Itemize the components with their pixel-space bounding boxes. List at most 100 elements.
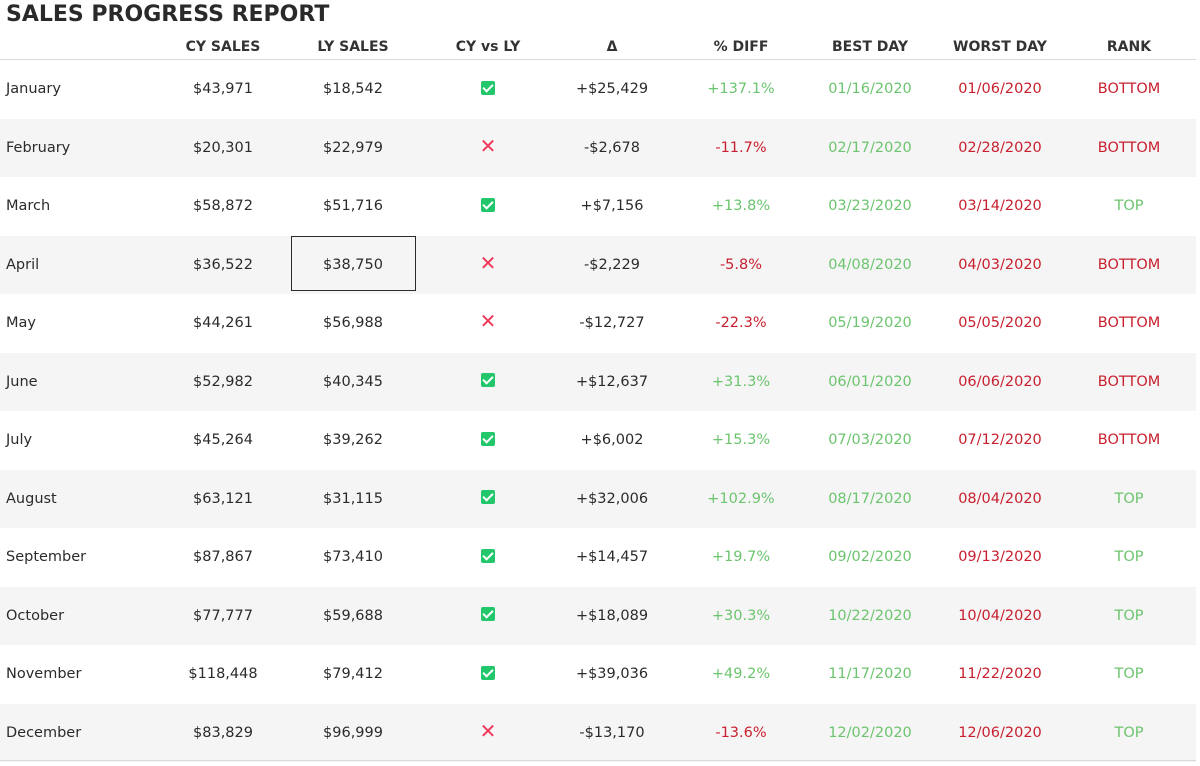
ly-sales-cell[interactable]: $38,750	[323, 256, 383, 273]
delta-cell[interactable]: +$12,637	[575, 373, 649, 390]
pct-diff-cell[interactable]: +49.2%	[711, 666, 771, 682]
cy-sales-cell[interactable]: $83,829	[193, 724, 253, 741]
table-row[interactable]: July $45,264 $39,262 +$6,002 +15.3% 07/03/202…	[0, 411, 1196, 470]
header-delta[interactable]: Δ	[606, 39, 618, 55]
cy-sales-cell[interactable]: $87,867	[193, 549, 253, 565]
month-cell[interactable]: February	[6, 139, 71, 156]
best-day-cell[interactable]: 06/01/2020	[828, 373, 912, 390]
rank-cell[interactable]: TOP	[1114, 607, 1144, 624]
delta-cell[interactable]: -$13,170	[579, 724, 645, 741]
worst-day-cell[interactable]: 04/03/2020	[958, 256, 1042, 273]
table-row[interactable]: August $63,121 $31,115 +$32,006 +102.9% 08/17…	[0, 469, 1196, 529]
header-best-day[interactable]: BEST DAY	[832, 39, 908, 55]
worst-day-cell[interactable]: 11/22/2020	[958, 666, 1042, 682]
cy-vs-ly-cell[interactable]: ✕	[428, 119, 548, 178]
delta-cell[interactable]: +$25,429	[575, 81, 649, 97]
worst-day-cell[interactable]: 06/06/2020	[958, 373, 1042, 390]
cy-vs-ly-cell[interactable]	[428, 353, 548, 412]
month-cell[interactable]: January	[6, 81, 61, 97]
header-worst-day[interactable]: WORST DAY	[953, 39, 1047, 55]
rank-cell[interactable]: BOTTOM	[1097, 373, 1161, 390]
best-day-cell[interactable]: 04/08/2020	[828, 256, 912, 273]
table-row[interactable]: January $43,971 $18,542 +$25,429 +137.1% 01/1…	[0, 60, 1196, 119]
month-cell[interactable]: May	[6, 315, 36, 331]
worst-day-cell[interactable]: 12/06/2020	[958, 724, 1042, 741]
worst-day-cell[interactable]: 10/04/2020	[958, 607, 1042, 624]
cy-vs-ly-cell[interactable]	[428, 587, 548, 646]
rank-cell[interactable]: TOP	[1114, 490, 1144, 507]
best-day-cell[interactable]: 01/16/2020	[828, 81, 912, 97]
ly-sales-cell[interactable]: $18,542	[323, 81, 383, 97]
cy-sales-cell[interactable]: $43,971	[193, 81, 253, 97]
worst-day-cell[interactable]: 07/12/2020	[958, 432, 1042, 448]
cy-vs-ly-cell[interactable]	[428, 177, 548, 236]
best-day-cell[interactable]: 09/02/2020	[828, 549, 912, 565]
rank-cell[interactable]: BOTTOM	[1097, 256, 1161, 273]
pct-diff-cell[interactable]: -5.8%	[719, 256, 763, 273]
month-cell[interactable]: August	[6, 490, 57, 507]
ly-sales-cell[interactable]: $22,979	[323, 139, 383, 156]
cy-vs-ly-cell[interactable]	[428, 470, 548, 529]
worst-day-cell[interactable]: 09/13/2020	[958, 549, 1042, 565]
table-row[interactable]: October $77,777 $59,688 +$18,089 +30.3% 10/22…	[0, 586, 1196, 646]
month-cell[interactable]: March	[6, 198, 51, 214]
best-day-cell[interactable]: 07/03/2020	[828, 432, 912, 448]
delta-cell[interactable]: +$18,089	[575, 607, 649, 624]
cy-sales-cell[interactable]: $63,121	[193, 490, 253, 507]
worst-day-cell[interactable]: 03/14/2020	[958, 198, 1042, 214]
month-cell[interactable]: September	[6, 549, 87, 565]
pct-diff-cell[interactable]: -11.7%	[715, 139, 767, 156]
ly-sales-cell[interactable]: $59,688	[323, 607, 383, 624]
best-day-cell[interactable]: 08/17/2020	[828, 490, 912, 507]
delta-cell[interactable]: -$2,229	[584, 256, 640, 273]
header-cy-sales[interactable]: CY SALES	[185, 39, 261, 55]
worst-day-cell[interactable]: 02/28/2020	[958, 139, 1042, 156]
cy-sales-cell[interactable]: $118,448	[188, 666, 258, 682]
best-day-cell[interactable]: 05/19/2020	[828, 315, 912, 331]
cy-vs-ly-cell[interactable]: ✕	[428, 704, 548, 763]
table-row[interactable]: June $52,982 $40,345 +$12,637 +31.3% 06/01/20…	[0, 352, 1196, 412]
header-pct-diff[interactable]: % DIFF	[713, 39, 769, 55]
pct-diff-cell[interactable]: +19.7%	[711, 549, 771, 565]
header-cy-vs-ly[interactable]: CY vs LY	[455, 39, 521, 55]
table-row[interactable]: May $44,261 $56,988 ✕ -$12,727 -22.3% 05/19/20…	[0, 294, 1196, 353]
month-cell[interactable]: December	[6, 724, 82, 741]
rank-cell[interactable]: BOTTOM	[1097, 139, 1161, 156]
ly-sales-cell[interactable]: $51,716	[323, 198, 383, 214]
rank-cell[interactable]: BOTTOM	[1097, 315, 1161, 331]
delta-cell[interactable]: +$39,036	[575, 666, 649, 682]
pct-diff-cell[interactable]: +31.3%	[711, 373, 771, 390]
table-row[interactable]: November $118,448 $79,412 +$39,036 +49.2% 11/…	[0, 645, 1196, 704]
cy-vs-ly-cell[interactable]	[428, 528, 548, 587]
pct-diff-cell[interactable]: +137.1%	[707, 81, 775, 97]
cy-sales-cell[interactable]: $45,264	[193, 432, 253, 448]
cy-sales-cell[interactable]: $77,777	[193, 607, 253, 624]
delta-cell[interactable]: +$6,002	[580, 432, 644, 448]
rank-cell[interactable]: TOP	[1114, 666, 1144, 682]
rank-cell[interactable]: TOP	[1114, 198, 1144, 214]
rank-cell[interactable]: TOP	[1114, 724, 1144, 741]
month-cell[interactable]: July	[6, 432, 33, 448]
cy-sales-cell[interactable]: $20,301	[193, 139, 253, 156]
best-day-cell[interactable]: 10/22/2020	[828, 607, 912, 624]
table-row[interactable]: December $83,829 $96,999 ✕ -$13,170 -13.6% 12/…	[0, 703, 1196, 763]
cy-vs-ly-cell[interactable]: ✕	[428, 294, 548, 353]
worst-day-cell[interactable]: 08/04/2020	[958, 490, 1042, 507]
delta-cell[interactable]: +$7,156	[580, 198, 644, 214]
table-row[interactable]: September $87,867 $73,410 +$14,457 +19.7% 09/…	[0, 528, 1196, 587]
pct-diff-cell[interactable]: +15.3%	[711, 432, 771, 448]
worst-day-cell[interactable]: 01/06/2020	[958, 81, 1042, 97]
cy-vs-ly-cell[interactable]: ✕	[428, 236, 548, 295]
ly-sales-cell[interactable]: $40,345	[323, 373, 383, 390]
pct-diff-cell[interactable]: +102.9%	[707, 490, 775, 507]
cy-sales-cell[interactable]: $44,261	[193, 315, 253, 331]
rank-cell[interactable]: BOTTOM	[1097, 81, 1161, 97]
delta-cell[interactable]: +$14,457	[575, 549, 649, 565]
ly-sales-cell[interactable]: $39,262	[323, 432, 383, 448]
cy-sales-cell[interactable]: $58,872	[193, 198, 253, 214]
ly-sales-cell[interactable]: $56,988	[323, 315, 383, 331]
ly-sales-cell[interactable]: $79,412	[323, 666, 383, 682]
delta-cell[interactable]: +$32,006	[575, 490, 649, 507]
pct-diff-cell[interactable]: -13.6%	[715, 724, 767, 741]
table-row[interactable]: February $20,301 $22,979 ✕ -$2,678 -11.7% 02/1…	[0, 118, 1196, 178]
